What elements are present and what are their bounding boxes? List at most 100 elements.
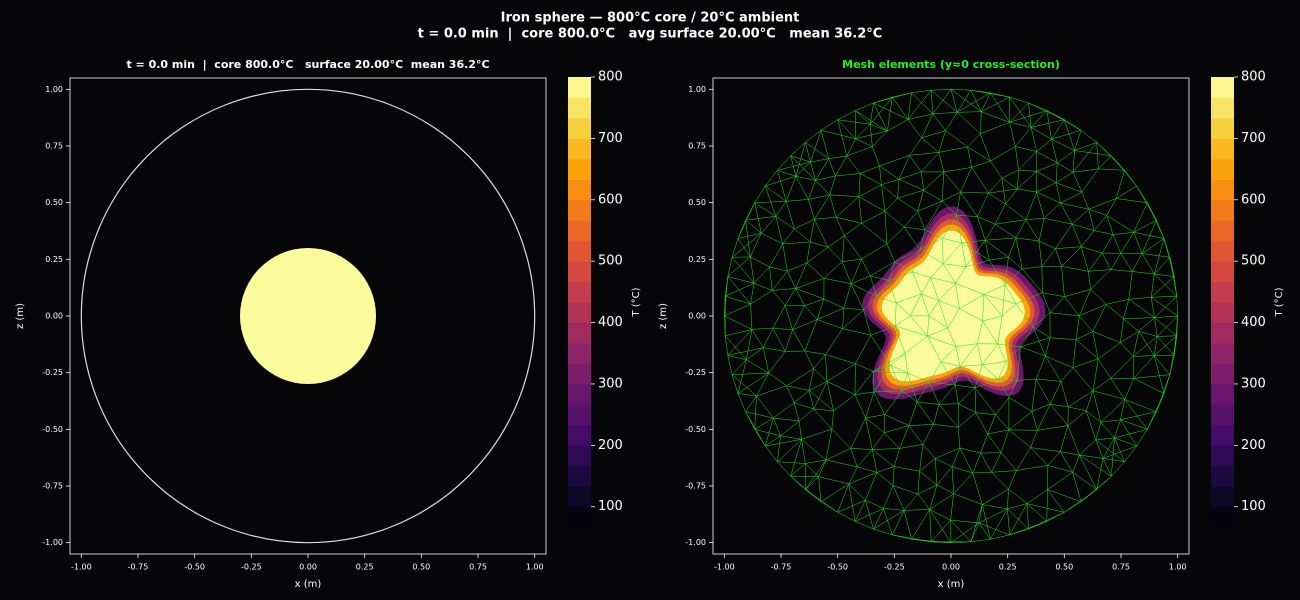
x-tick-label: -1.00 xyxy=(71,563,92,572)
colorbar-band xyxy=(568,179,591,201)
colorbar-band xyxy=(1211,322,1234,344)
y-tick-label: 1.00 xyxy=(45,85,63,94)
colorbar-band xyxy=(1211,158,1234,180)
colorbar-band xyxy=(568,445,591,467)
core-region xyxy=(240,248,376,384)
colorbar-band xyxy=(568,261,591,283)
x-tick-label: 0.25 xyxy=(356,563,374,572)
colorbar-band xyxy=(1211,261,1234,283)
y-tick-label: 0.00 xyxy=(45,312,63,321)
colorbar-tick-label: 100 xyxy=(1241,499,1266,514)
x-tick-label: -0.75 xyxy=(128,563,149,572)
colorbar-band xyxy=(1211,199,1234,221)
colorbar-band xyxy=(568,220,591,242)
colorbar-tick-label: 100 xyxy=(598,499,623,514)
colorbar-label: T (°C) xyxy=(631,287,642,317)
colorbar-band xyxy=(568,342,591,364)
y-tick-label: -0.75 xyxy=(685,482,706,491)
colorbar-band xyxy=(1211,486,1234,508)
colorbar-tick-label: 800 xyxy=(1241,70,1266,85)
colorbar-tick-label: 300 xyxy=(1241,376,1266,391)
x-tick-label: 0.50 xyxy=(412,563,430,572)
colorbar-band xyxy=(1211,383,1234,405)
x-tick-label: -0.25 xyxy=(241,563,262,572)
colorbar-band xyxy=(568,117,591,139)
colorbar-band xyxy=(568,97,591,119)
colorbar-band xyxy=(568,322,591,344)
colorbar-band xyxy=(568,77,591,98)
x-axis-label: x (m) xyxy=(295,579,322,590)
x-tick-label: 0.75 xyxy=(469,563,487,572)
x-tick-label: -1.00 xyxy=(714,563,735,572)
x-tick-label: 0.50 xyxy=(1055,563,1073,572)
colorbar-band xyxy=(1211,281,1234,303)
colorbar-tick-label: 300 xyxy=(598,376,623,391)
colorbar-band xyxy=(1211,97,1234,119)
colorbar-band xyxy=(568,383,591,405)
colorbar-tick-label: 200 xyxy=(1241,438,1266,453)
colorbar-band xyxy=(568,424,591,446)
y-tick-label: 0.25 xyxy=(688,255,706,264)
colorbar-band xyxy=(568,158,591,180)
y-axis-label: z (m) xyxy=(658,303,669,329)
colorbar-tick-label: 700 xyxy=(598,131,623,146)
colorbar-tick-label: 600 xyxy=(1241,192,1266,207)
y-tick-label: 0.00 xyxy=(688,312,706,321)
y-tick-label: 0.75 xyxy=(45,142,63,151)
colorbar-band xyxy=(568,302,591,323)
colorbar-band xyxy=(1211,117,1234,139)
colorbar-band xyxy=(568,506,591,528)
y-tick-label: 1.00 xyxy=(688,85,706,94)
y-tick-label: -1.00 xyxy=(42,538,63,547)
colorbar-band xyxy=(1211,77,1234,98)
colorbar-band xyxy=(568,486,591,508)
colorbar-band xyxy=(1211,138,1234,160)
colorbar-band xyxy=(568,363,591,385)
y-tick-label: -0.25 xyxy=(42,368,63,377)
colorbar-band xyxy=(568,465,591,487)
x-tick-label: 0.25 xyxy=(999,563,1017,572)
y-tick-label: 0.75 xyxy=(688,142,706,151)
x-tick-label: -0.50 xyxy=(184,563,205,572)
colorbar-band xyxy=(1211,220,1234,242)
colorbar-band xyxy=(1211,342,1234,364)
y-tick-label: -0.25 xyxy=(685,368,706,377)
colorbar-band xyxy=(568,281,591,303)
panel-title: t = 0.0 min | core 800.0°C surface 20.00… xyxy=(126,58,489,71)
y-tick-label: -0.50 xyxy=(42,425,63,434)
colorbar-band xyxy=(568,199,591,221)
x-tick-label: 0.00 xyxy=(299,563,317,572)
y-tick-label: -1.00 xyxy=(685,538,706,547)
colorbar-tick-label: 600 xyxy=(598,192,623,207)
y-tick-label: 0.50 xyxy=(688,198,706,207)
colorbar-tick-label: 800 xyxy=(598,70,623,85)
x-tick-label: 1.00 xyxy=(526,563,544,572)
colorbar-tick-label: 400 xyxy=(1241,315,1266,330)
colorbar-band xyxy=(1211,424,1234,446)
y-tick-label: -0.50 xyxy=(685,425,706,434)
outer-boundary xyxy=(80,88,536,544)
x-tick-label: 0.75 xyxy=(1112,563,1130,572)
mesh-edges xyxy=(724,89,1178,543)
x-tick-label: 1.00 xyxy=(1169,563,1187,572)
colorbar-band xyxy=(1211,404,1234,426)
colorbar-band xyxy=(568,138,591,160)
x-tick-label: -0.25 xyxy=(884,563,905,572)
panel-title: Mesh elements (y≈0 cross-section) xyxy=(842,58,1060,71)
x-axis-label: x (m) xyxy=(938,579,965,590)
colorbar-band xyxy=(1211,179,1234,201)
y-tick-label: 0.25 xyxy=(45,255,63,264)
figure-subtitle: t = 0.0 min | core 800.0°C avg surface 2… xyxy=(418,27,883,42)
colorbar-tick-label: 400 xyxy=(598,315,623,330)
y-tick-label: -0.75 xyxy=(42,482,63,491)
colorbar-band xyxy=(1211,465,1234,487)
y-tick-label: 0.50 xyxy=(45,198,63,207)
colorbar-band xyxy=(568,240,591,262)
colorbar-tick-label: 700 xyxy=(1241,131,1266,146)
y-axis-label: z (m) xyxy=(15,303,26,329)
colorbar-band xyxy=(1211,445,1234,467)
x-tick-label: -0.50 xyxy=(827,563,848,572)
colorbar-band xyxy=(1211,240,1234,262)
